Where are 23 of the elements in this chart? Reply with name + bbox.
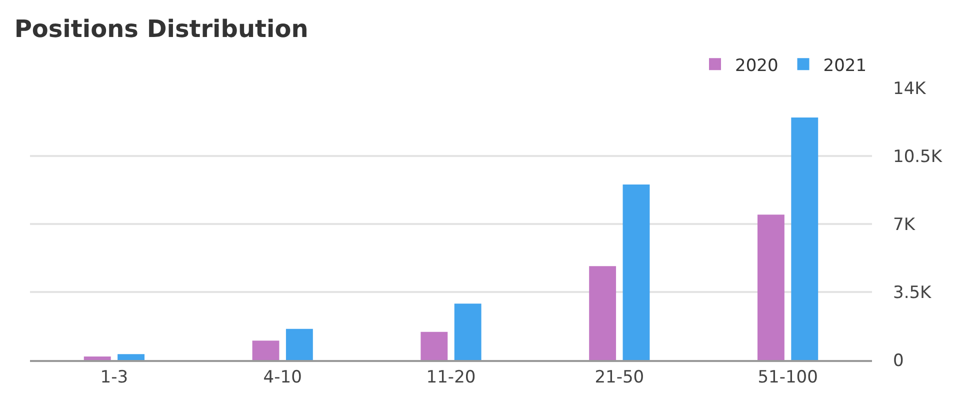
x-tick-label: 4-10 xyxy=(263,367,302,388)
bar xyxy=(84,356,111,360)
bar xyxy=(757,214,784,360)
x-tick-label: 21-50 xyxy=(594,367,644,388)
bar xyxy=(252,340,280,360)
chart-title: Positions Distribution xyxy=(14,14,308,43)
bar xyxy=(791,118,818,360)
bar xyxy=(454,304,482,360)
y-tick-label: 10.5K xyxy=(893,146,943,167)
x-tick-label: 11-20 xyxy=(426,367,476,388)
x-tick-label: 1-3 xyxy=(100,367,128,388)
y-tick-label: 0 xyxy=(893,350,904,371)
y-tick-label: 3.5K xyxy=(893,282,932,303)
legend-label: 2020 xyxy=(735,56,778,76)
y-tick-label: 14K xyxy=(893,78,927,99)
bar xyxy=(622,184,650,360)
bar xyxy=(286,328,313,360)
x-tick-label: 51-100 xyxy=(758,367,818,388)
bar xyxy=(420,332,448,360)
y-tick-label: 7K xyxy=(893,214,916,235)
bar xyxy=(589,266,616,360)
bar xyxy=(118,354,145,360)
legend-label: 2021 xyxy=(823,56,867,76)
